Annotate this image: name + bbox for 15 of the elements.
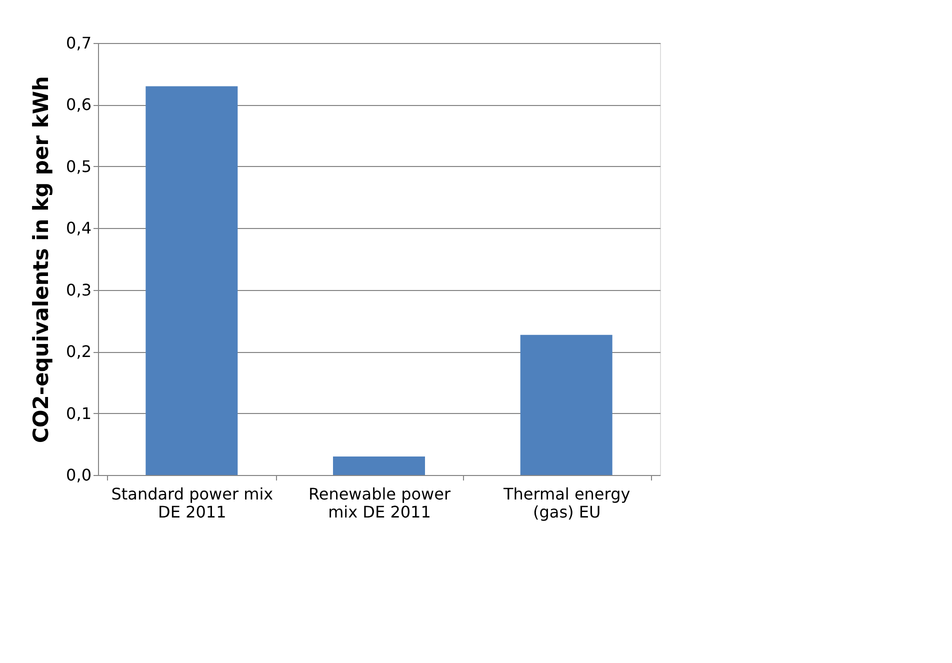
x-tick-label: Standard power mix DE 2011: [111, 484, 274, 522]
y-tick-label: 0,2: [66, 342, 92, 362]
y-tick-label: 0,4: [66, 218, 92, 238]
bar: [333, 456, 425, 475]
x-tick-label: Thermal energy (gas) EU: [502, 484, 630, 522]
y-tick-label: 0,5: [66, 156, 92, 176]
y-tick-label: 0,6: [66, 95, 92, 114]
y-tick-label: 0,0: [66, 466, 92, 484]
x-tick-label: Renewable power mix DE 2011: [308, 484, 451, 522]
y-tick-label: 0,3: [66, 280, 92, 300]
y-tick-label: 0,7: [66, 34, 92, 52]
bar: [146, 86, 238, 475]
y-axis-title: CO2-equivalents in kg per kWh: [29, 76, 54, 443]
y-tick-label: 0,1: [66, 404, 92, 423]
bar: [520, 334, 612, 475]
